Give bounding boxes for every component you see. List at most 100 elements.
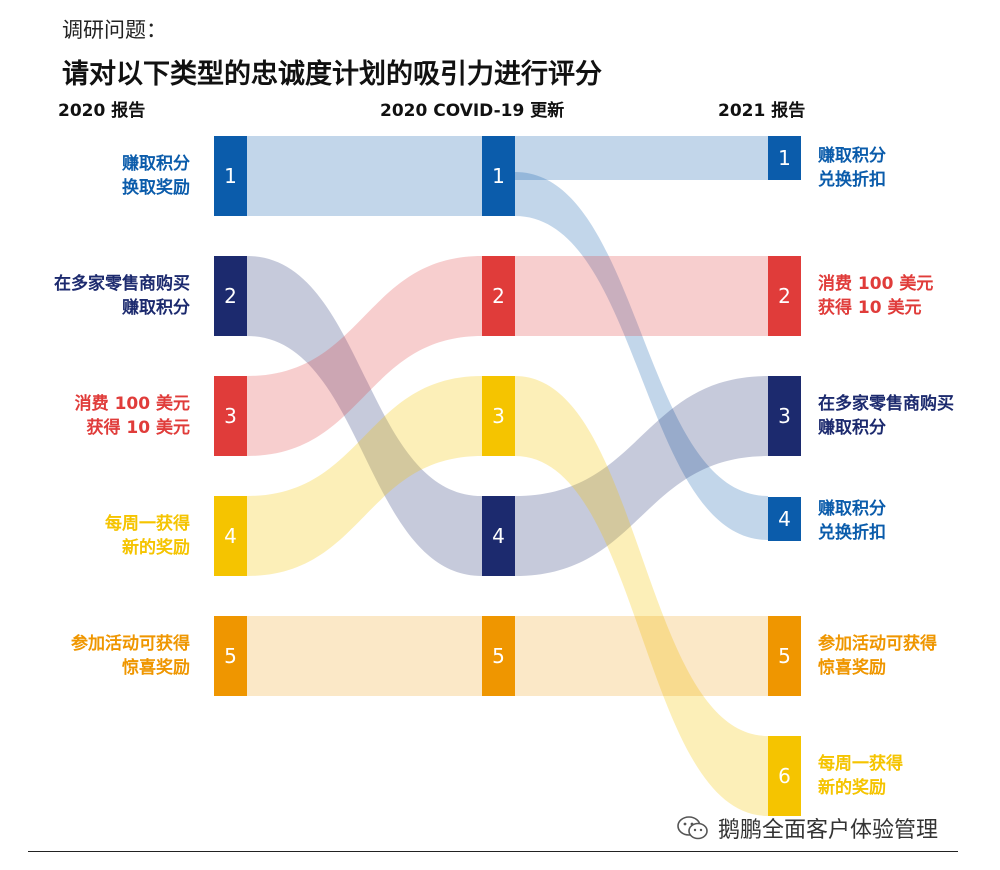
label-line: 惊喜奖励 xyxy=(818,658,886,678)
label-line: 换取奖励 xyxy=(122,178,190,198)
node-covid-rank-2-number: 2 xyxy=(492,284,505,308)
label-line: 参加活动可获得 xyxy=(71,634,190,654)
node-2021-rank-4: 4 xyxy=(768,497,801,541)
flow-band-yellow-right-5 xyxy=(515,376,768,816)
node-covid-rank-1-number: 1 xyxy=(492,164,505,188)
label-2021-rank-3: 在多家零售商购买 赚取积分 xyxy=(818,392,954,440)
label-2021-rank-2: 消费 100 美元 获得 10 美元 xyxy=(818,272,933,320)
rank-nodes: 1 2 3 4 5 1 2 3 4 5 1 2 3 4 5 6 xyxy=(214,136,801,816)
node-2021-rank-2-number: 2 xyxy=(778,284,791,308)
node-2020-rank-5-number: 5 xyxy=(224,644,237,668)
node-2021-rank-1: 1 xyxy=(768,136,801,180)
label-2020-rank-5: 参加活动可获得惊喜奖励 xyxy=(71,632,190,680)
flow-band-red-left-4 xyxy=(247,256,482,456)
node-2020-rank-3: 3 xyxy=(214,376,247,456)
node-2021-rank-4-box xyxy=(768,497,801,541)
label-2021-rank-5: 参加活动可获得 惊喜奖励 xyxy=(818,632,937,680)
flow-band-blue-right xyxy=(515,136,768,180)
flow-band-orange-left-6 xyxy=(247,616,482,696)
node-2021-rank-2: 2 xyxy=(768,256,801,336)
watermark-text: 鹅鹏全面客户体验管理 xyxy=(718,818,939,843)
label-2020-rank-1: 赚取积分 换取奖励 xyxy=(122,152,190,200)
label-line: 获得 10 美元 xyxy=(86,418,191,438)
node-covid-rank-5: 5 xyxy=(482,616,515,696)
flow-band-yellow-left-5 xyxy=(247,376,482,576)
node-covid-rank-3-box xyxy=(482,376,515,456)
node-2020-rank-1-box xyxy=(214,136,247,216)
label-line: 赚取积分 xyxy=(818,499,886,519)
node-2021-rank-5-box xyxy=(768,616,801,696)
node-2020-rank-1-number: 1 xyxy=(224,164,237,188)
flow-band-blue-left-1 xyxy=(247,136,482,216)
wechat-icon xyxy=(677,816,708,840)
label-line: 在多家零售商购买 xyxy=(54,274,190,294)
node-2021-rank-6-box xyxy=(768,736,801,816)
node-2021-rank-3-box xyxy=(768,376,801,456)
label-line: 惊喜奖励 xyxy=(122,658,190,678)
node-covid-rank-4-box xyxy=(482,496,515,576)
node-covid-rank-4: 4 xyxy=(482,496,515,576)
label-line: 兑换折扣 xyxy=(818,523,886,543)
watermark: 鹅鹏全面客户体验管理 xyxy=(676,812,938,844)
label-line: 新的奖励 xyxy=(122,538,190,558)
label-line: 每周一获得 xyxy=(818,754,903,774)
flow-bands xyxy=(247,136,768,816)
label-line: 消费 100 美元 xyxy=(74,394,190,414)
node-covid-rank-3-number: 3 xyxy=(492,404,505,428)
label-2021-rank-6: 每周一获得 新的奖励 xyxy=(818,752,903,800)
node-covid-rank-1: 1 xyxy=(482,136,515,216)
node-2020-rank-2: 2 xyxy=(214,256,247,336)
label-line: 消费 100 美元 xyxy=(818,274,934,294)
node-2020-rank-3-box xyxy=(214,376,247,456)
node-2020-rank-5: 5 xyxy=(214,616,247,696)
label-2020-rank-2: 在多家零售商购买赚取积分 xyxy=(54,272,190,320)
flow-band-navy-left-3 xyxy=(247,256,482,576)
node-covid-rank-5-number: 5 xyxy=(492,644,505,668)
label-2020-rank-3: 消费 100 美元获得 10 美元 xyxy=(75,392,190,440)
column-header-covid-update: 2020 COVID-19 更新 xyxy=(380,101,565,121)
node-covid-rank-4-number: 4 xyxy=(492,524,505,548)
label-line: 新的奖励 xyxy=(818,778,886,798)
question-label: 调研问题： xyxy=(62,18,167,42)
node-2021-rank-6: 6 xyxy=(768,736,801,816)
node-covid-rank-1-box xyxy=(482,136,515,216)
node-2020-rank-4-box xyxy=(214,496,247,576)
node-2021-rank-1-box xyxy=(768,136,801,180)
node-2021-rank-6-number: 6 xyxy=(778,764,791,788)
node-2021-rank-3-number: 3 xyxy=(778,404,791,428)
node-2021-rank-4-number: 4 xyxy=(778,507,791,531)
node-2021-rank-1-number: 1 xyxy=(778,146,791,170)
column-header-2020: 2020 报告 xyxy=(58,101,146,121)
label-2021-rank-1: 赚取积分 兑换折扣 xyxy=(818,144,886,192)
node-2021-rank-5: 5 xyxy=(768,616,801,696)
label-line: 赚取积分 xyxy=(122,298,190,318)
column-header-2021: 2021 报告 xyxy=(718,101,806,121)
node-2021-rank-3: 3 xyxy=(768,376,801,456)
node-2020-rank-1: 1 xyxy=(214,136,247,216)
footer-divider xyxy=(28,851,958,852)
node-covid-rank-2: 2 xyxy=(482,256,515,336)
node-2020-rank-5-box xyxy=(214,616,247,696)
node-2020-rank-3-number: 3 xyxy=(224,404,237,428)
label-line: 获得 10 美元 xyxy=(818,298,922,318)
node-2020-rank-4: 4 xyxy=(214,496,247,576)
node-covid-rank-5-box xyxy=(482,616,515,696)
flow-band-red-right-4 xyxy=(515,256,768,336)
label-line: 在多家零售商购买 xyxy=(818,394,954,414)
node-2020-rank-2-number: 2 xyxy=(224,284,237,308)
flow-band-orange-right-6 xyxy=(515,616,768,696)
flow-band-blue-branch xyxy=(515,172,768,540)
label-line: 赚取积分 xyxy=(818,146,886,166)
node-2020-rank-2-box xyxy=(214,256,247,336)
node-covid-rank-2-box xyxy=(482,256,515,336)
flow-band-navy-right-3 xyxy=(515,376,768,576)
label-2020-rank-4: 每周一获得新的奖励 xyxy=(105,512,190,560)
node-2021-rank-5-number: 5 xyxy=(778,644,791,668)
label-line: 参加活动可获得 xyxy=(818,634,937,654)
node-covid-rank-3: 3 xyxy=(482,376,515,456)
label-line: 每周一获得 xyxy=(105,514,190,534)
label-line: 兑换折扣 xyxy=(818,170,886,190)
label-line: 赚取积分 xyxy=(122,154,190,174)
label-line: 赚取积分 xyxy=(818,418,886,438)
